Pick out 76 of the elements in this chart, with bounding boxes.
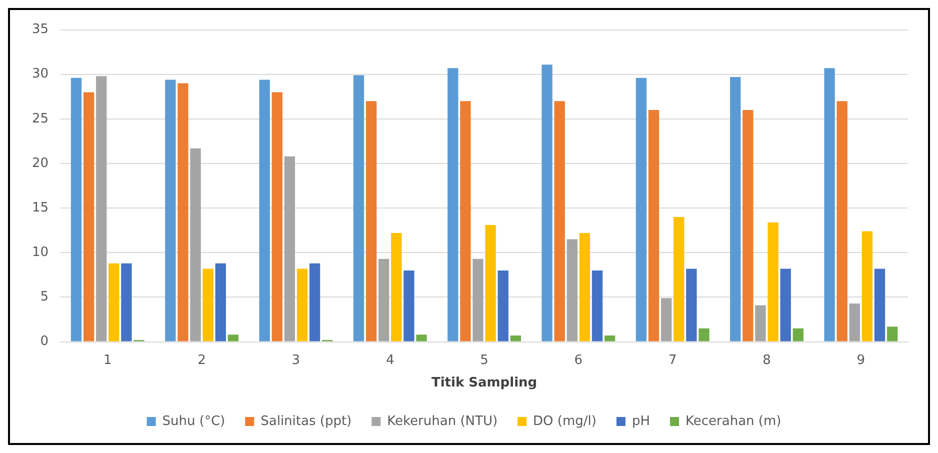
bar [272,92,282,342]
x-tick-label: 9 [856,352,866,368]
bar [604,336,616,342]
bar [849,303,860,342]
bar [566,239,578,342]
bar [284,156,296,342]
x-tick-label: 7 [668,352,677,368]
bar [554,101,565,342]
bar [378,258,390,342]
bar [698,328,710,342]
bar [165,80,176,342]
bar [353,75,364,342]
x-axis-title: Titik Sampling [431,376,538,391]
bar [178,83,188,342]
bar [485,225,496,342]
bar [121,263,132,342]
bar [730,77,741,342]
x-tick-label: 4 [386,352,394,368]
bar [686,268,697,342]
y-tick-label: 25 [32,111,49,126]
bar [472,258,484,342]
x-tick-label: 8 [762,352,771,368]
legend-label: DO (mg/l) [533,414,596,429]
bar [768,222,778,342]
bar [259,80,270,342]
bar [579,233,590,342]
bar [296,268,308,342]
legend-label: Salinitas (ppt) [260,414,352,429]
x-tick-label: 5 [480,352,488,368]
bar [886,326,898,342]
bar [190,148,201,342]
y-tick-label: 20 [32,156,49,171]
x-tick-label: 2 [198,352,206,368]
y-tick-label: 35 [32,22,49,38]
legend-label: Suhu (°C) [162,414,226,429]
x-tick-label: 1 [103,352,112,368]
y-tick-label: 10 [32,245,49,260]
bar [309,263,320,342]
bar [780,268,791,342]
bar [228,334,239,342]
bar [366,101,377,342]
bar [448,68,458,342]
bar [648,110,660,342]
y-tick-label: 5 [40,290,49,305]
bar [391,233,402,342]
bar [636,78,647,342]
y-tick-label: 15 [32,200,49,216]
bar [862,231,873,342]
bar [96,76,107,342]
bar [874,268,886,342]
bar [202,268,214,342]
bar [404,270,414,342]
bar [542,64,552,342]
bar [108,263,120,342]
bar [416,334,427,342]
legend-label: pH [632,414,650,429]
bar [215,263,226,342]
bar [592,270,603,342]
bar [83,92,94,342]
y-tick-label: 0 [40,334,49,350]
bar [660,298,672,342]
bar [836,101,848,342]
bar [510,336,521,342]
bar [742,110,754,342]
bar [792,328,804,342]
x-tick-label: 6 [574,352,583,368]
legend-label: Kekeruhan (NTU) [387,414,498,429]
bar [824,68,835,342]
bar [70,78,82,342]
y-tick-label: 30 [32,66,49,82]
bar [674,217,684,342]
legend-label: Kecerahan (m) [685,414,782,429]
x-tick-label: 3 [292,352,300,368]
bar [498,270,508,342]
bar [460,101,471,342]
bar [755,305,766,342]
